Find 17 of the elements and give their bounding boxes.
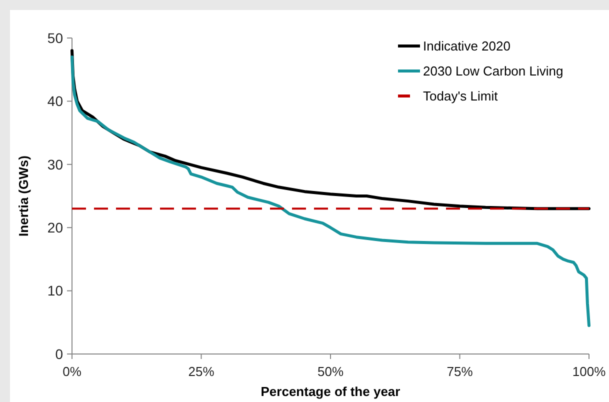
y-axis-title: Inertia (GWs) <box>16 156 31 236</box>
y-tick-label: 30 <box>47 156 64 172</box>
x-tick-label: 75% <box>446 364 474 379</box>
y-tick-label: 10 <box>47 282 64 299</box>
legend-label: Indicative 2020 <box>423 38 510 54</box>
y-tick-label: 40 <box>47 93 64 110</box>
x-tick-label: 25% <box>188 364 215 379</box>
legend-label: Today's Limit <box>423 88 498 104</box>
x-axis-title: Percentage of the year <box>260 384 400 399</box>
legend-label: 2030 Low Carbon Living <box>423 64 564 79</box>
y-tick-label: 0 <box>55 346 64 362</box>
y-tick-label: 20 <box>47 220 64 236</box>
x-tick-label: 50% <box>317 364 344 379</box>
x-tick-label: 0% <box>62 364 82 379</box>
line-series <box>70 55 590 328</box>
x-tick-label: 100% <box>572 364 606 379</box>
y-tick-label: 50 <box>47 30 64 46</box>
